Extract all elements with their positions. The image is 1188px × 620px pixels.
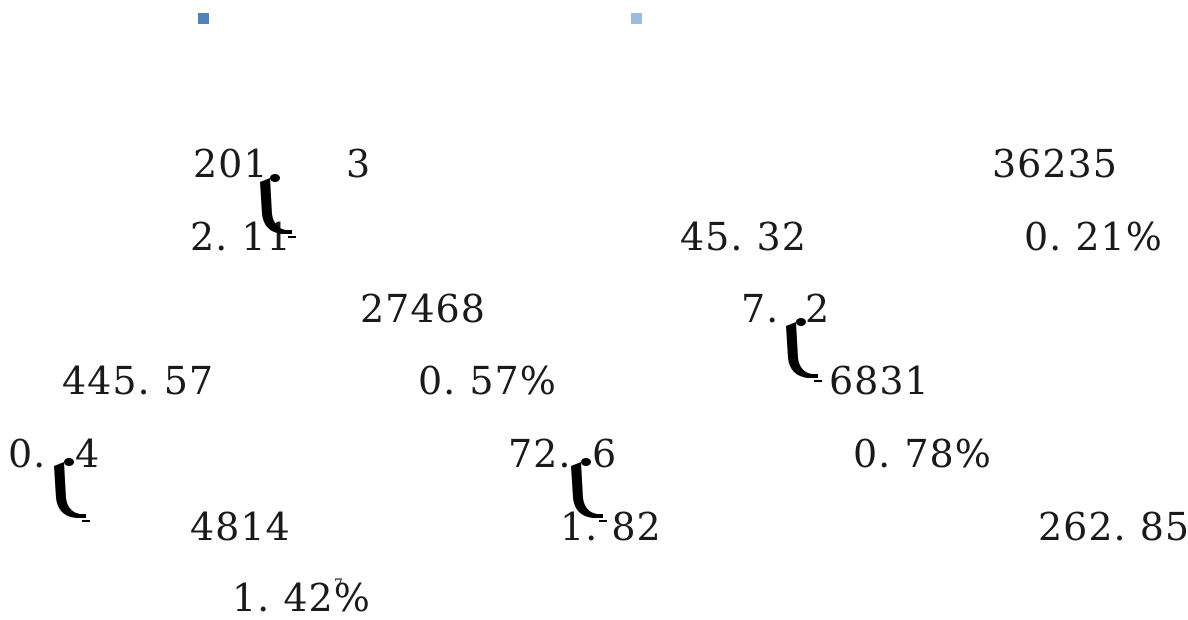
cell-value: 2 xyxy=(805,287,831,331)
cell-value: 27468 xyxy=(360,287,486,331)
footnote-mark: 7 xyxy=(334,577,343,593)
legend-marker-2 xyxy=(631,13,642,24)
cell-value: 201 xyxy=(193,142,269,186)
cell-value: 36235 xyxy=(992,142,1118,186)
cell-value: 6831 xyxy=(829,359,930,403)
cell-value: 4814 xyxy=(190,505,291,549)
broken-glyph-icon xyxy=(571,458,607,522)
cell-value: 72. xyxy=(508,432,572,476)
cell-value: 0. xyxy=(8,432,47,476)
cell-value: 445. 57 xyxy=(62,359,215,403)
cell-value: 0. 78% xyxy=(853,432,992,476)
cell-value: 0. 21% xyxy=(1024,215,1163,259)
cell-value: 262. 85 xyxy=(1038,505,1188,549)
cell-value: 0. 57% xyxy=(418,359,557,403)
cell-value: 4 xyxy=(75,432,101,476)
broken-glyph-icon xyxy=(786,318,822,382)
broken-glyph-icon xyxy=(260,174,296,238)
cell-value: 7. xyxy=(741,287,780,331)
cell-value: 3 xyxy=(346,142,372,186)
cell-value: 45. 32 xyxy=(680,215,807,259)
cell-value: 1. 82 xyxy=(560,505,662,549)
legend-marker-1 xyxy=(198,13,209,24)
broken-glyph-icon xyxy=(54,458,90,522)
cell-value: 1. 42% xyxy=(232,576,371,620)
cell-value: 6 xyxy=(592,432,618,476)
